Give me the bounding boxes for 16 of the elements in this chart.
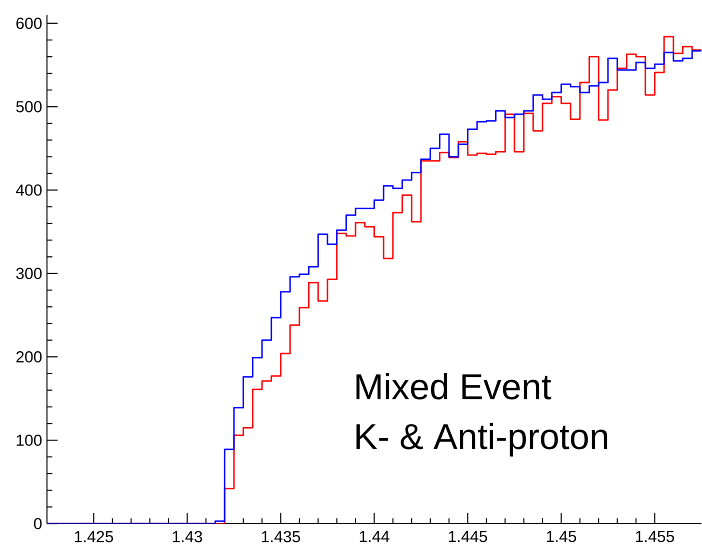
x-tick-label: 1.43 bbox=[172, 531, 202, 542]
y-tick-label: 400 bbox=[16, 184, 42, 196]
y-tick-label: 200 bbox=[16, 351, 42, 363]
x-tick-label: 1.45 bbox=[546, 531, 576, 542]
x-tick-label: 1.445 bbox=[448, 531, 488, 542]
x-tick-label: 1.44 bbox=[360, 531, 390, 542]
x-tick-label: 1.425 bbox=[74, 531, 114, 542]
annotation: K- & Anti-proton bbox=[356, 423, 608, 457]
x-tick-label: 1.435 bbox=[262, 531, 300, 542]
y-tick-label: 600 bbox=[16, 18, 42, 30]
x-tick-label: 1.455 bbox=[636, 531, 674, 542]
y-tick-label: 300 bbox=[16, 268, 42, 280]
y-tick-label: 500 bbox=[16, 101, 42, 113]
annotation: Mixed Event bbox=[356, 373, 552, 400]
y-tick-label: 100 bbox=[16, 434, 42, 446]
y-tick-label: 0 bbox=[34, 518, 42, 530]
